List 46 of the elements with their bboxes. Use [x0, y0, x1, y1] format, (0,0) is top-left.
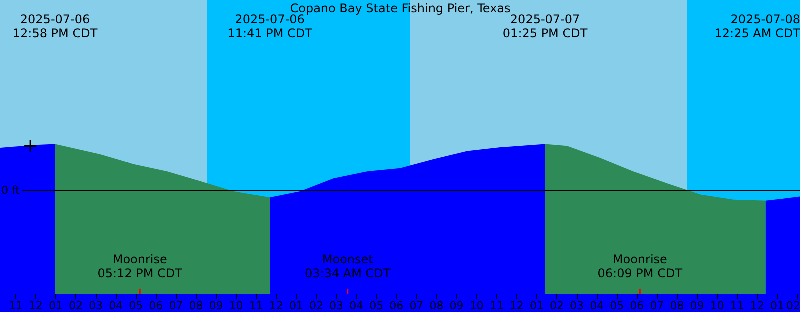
x-tick-label: 11: [8, 300, 23, 312]
x-tick-label: 01: [770, 300, 784, 312]
x-tick-label: 11: [730, 300, 744, 312]
x-tick-label: 05: [370, 300, 384, 312]
x-tick-label: 01: [48, 300, 63, 312]
x-tick-label: 02: [786, 300, 800, 312]
x-tick-label: 01: [289, 300, 304, 312]
x-tick-label: 10: [470, 300, 484, 312]
text: 2025-07-07 01:25 PM CDT: [502, 12, 588, 40]
ref-line-label: Moonrise 05:12 PM CDT: [98, 252, 184, 281]
x-tick-label: 07: [169, 300, 184, 312]
x-tick-label: 12: [510, 300, 524, 312]
x-tick-label: 03: [89, 300, 104, 312]
x-tick-label: 06: [630, 300, 644, 312]
x-tick-label: 02: [309, 300, 324, 312]
ref-line-label: 0 ft: [2, 184, 21, 198]
x-tick-label: 09: [209, 300, 224, 312]
ref-line-label: Moonrise 06:09 PM CDT: [598, 252, 684, 281]
x-tick-label: 06: [149, 300, 164, 312]
x-tick-label: 07: [650, 300, 664, 312]
x-tick-label: 08: [430, 300, 444, 312]
x-tick-label: 08: [189, 300, 204, 312]
x-tick-label: 12: [750, 300, 764, 312]
x-tick-label: 05: [129, 300, 144, 312]
x-tick-label: 09: [450, 300, 464, 312]
x-tick-label: 11: [249, 300, 264, 312]
x-tick-label: 03: [570, 300, 584, 312]
x-tick-label: 10: [229, 300, 244, 312]
ref-line-label: Moonset 03:34 AM CDT: [305, 252, 392, 281]
x-tick-label: 07: [410, 300, 424, 312]
x-tick-label: 04: [109, 300, 124, 312]
x-tick-label: 10: [710, 300, 724, 312]
x-tick-label: 12: [269, 300, 284, 312]
x-tick-label: 02: [550, 300, 564, 312]
x-tick-label: 08: [670, 300, 684, 312]
x-tick-label: 02: [68, 300, 83, 312]
x-tick-label: 06: [390, 300, 404, 312]
text: 2025-07-06 12:58 PM CDT: [12, 12, 98, 40]
x-tick-label: 12: [28, 300, 43, 312]
x-tick-label: 05: [610, 300, 624, 312]
x-tick-label: 11: [490, 300, 504, 312]
x-tick-label: 04: [350, 300, 364, 312]
x-tick-label: 03: [330, 300, 344, 312]
x-tick-label: 01: [530, 300, 544, 312]
x-tick-label: 04: [590, 300, 604, 312]
x-tick-label: 09: [690, 300, 704, 312]
